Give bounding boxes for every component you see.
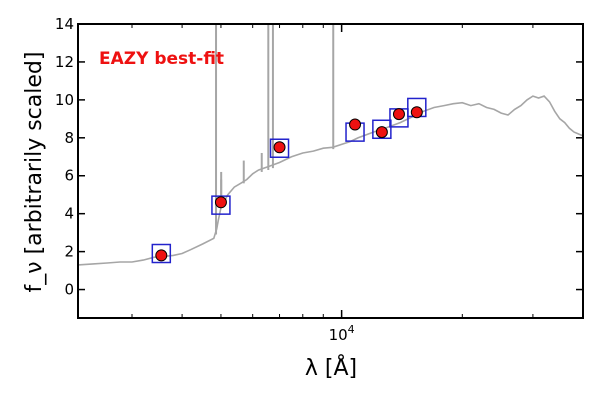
model-flux-square-0	[151, 243, 172, 264]
observed-flux-point-2	[273, 141, 286, 154]
y-tick-label-14: 14	[55, 15, 74, 33]
y-tick-label-2: 2	[64, 243, 74, 261]
observed-flux-point-5	[392, 108, 405, 121]
template-spectrum-line	[77, 95, 584, 266]
model-flux-square-2	[269, 138, 290, 158]
y-tick-label-6: 6	[64, 167, 74, 185]
x-tick-label-exponent: 4	[348, 323, 355, 336]
observed-flux-point-0	[155, 249, 168, 262]
y-axis-label: f_ν [arbitrarily scaled]	[22, 52, 47, 293]
y-tick-label-4: 4	[64, 205, 74, 223]
observed-flux-point-6	[410, 106, 423, 119]
y-tick-label-0: 0	[64, 281, 74, 299]
plot-frame	[77, 23, 584, 319]
plot-area	[77, 24, 584, 266]
observed-flux-point-3	[349, 118, 362, 131]
x-axis-label: λ [Å]	[305, 354, 357, 381]
y-tick-label-12: 12	[55, 53, 74, 71]
x-tick-label-10000: 104	[329, 323, 355, 344]
model-flux-square-1	[211, 195, 231, 215]
observed-flux-point-4	[375, 126, 388, 139]
y-tick-label-10: 10	[55, 91, 74, 109]
x-tick-label-base: 10	[329, 326, 348, 344]
observed-flux-point-1	[214, 196, 227, 209]
y-tick-label-8: 8	[64, 129, 74, 147]
model-flux-square-4	[372, 119, 392, 140]
annotation-label: EAZY best-fit	[99, 49, 224, 69]
